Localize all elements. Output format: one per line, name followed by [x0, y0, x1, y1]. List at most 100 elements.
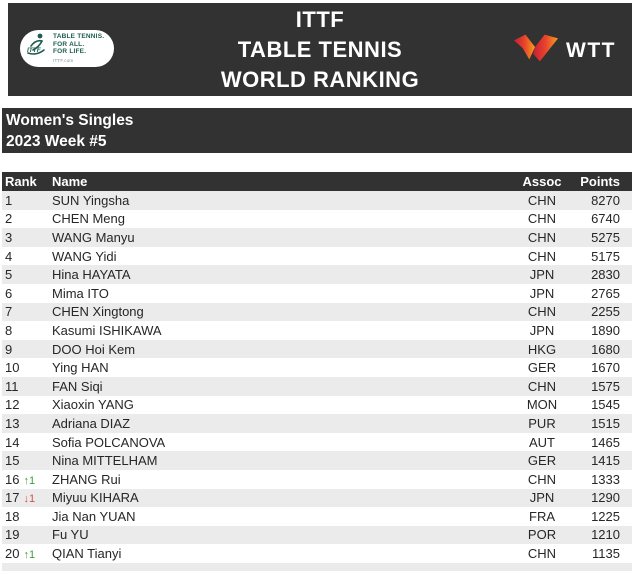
points-value: 1670 — [591, 360, 620, 376]
player-name: QIAN Tianyi — [52, 546, 122, 562]
association-code: CHN — [527, 304, 557, 320]
player-name: Fu YU — [52, 527, 89, 543]
rank-value: 14 — [5, 434, 20, 450]
table-row: 8 Kasumi ISHIKAWA JPN 1890 — [2, 321, 632, 340]
association-code: CHN — [527, 248, 557, 264]
table-row: 9 DOO Hoi Kem HKG 1680 — [2, 339, 632, 359]
rank-value: 6 — [5, 285, 13, 301]
points-value: 1225 — [591, 508, 620, 524]
association-code: CHN — [527, 471, 557, 487]
points-value: 5175 — [591, 248, 620, 264]
player-name: Nina MITTELHAM — [52, 453, 158, 469]
player-name: Miyuu KIHARA — [52, 490, 139, 506]
rank-change-up-indicator: ↑1 — [23, 549, 36, 562]
association-code: GER — [527, 453, 557, 469]
points-value: 1545 — [591, 397, 620, 413]
ranking-rows: 1 SUN Yingsha CHN 8270 2 CHEN Meng CHN 6740 3 WAN… — [2, 191, 632, 563]
table-row: 10 Ying HAN GER 1670 — [2, 358, 632, 377]
column-header-rank: Rank — [5, 174, 37, 189]
association-code: CHN — [527, 211, 557, 227]
association-code: JPN — [529, 490, 555, 506]
rank-value: 17 — [5, 490, 20, 506]
rank-value: 8 — [5, 322, 13, 338]
player-name: Sofia POLCANOVA — [52, 434, 166, 450]
association-code: GER — [527, 360, 557, 376]
table-header-row: Rank Name Assoc Points — [2, 172, 632, 191]
table-row: 12 Xiaoxin YANG MON 1545 — [2, 395, 632, 415]
points-value: 6740 — [591, 211, 620, 227]
points-value: 1680 — [591, 341, 620, 357]
points-value: 1333 — [591, 471, 620, 487]
table-row: 7 CHEN Xingtong CHN 2255 — [2, 302, 632, 322]
rank-value: 18 — [5, 508, 20, 524]
points-value: 8270 — [591, 192, 620, 208]
table-row: 15 Nina MITTELHAM GER 1415 — [2, 451, 632, 470]
points-value: 2255 — [591, 304, 620, 320]
table-row: 20 ↑1 QIAN Tianyi CHN 1135 — [2, 544, 632, 563]
table-row: 19 Fu YU POR 1210 — [2, 525, 632, 545]
rank-value: 1 — [5, 192, 13, 208]
ittf-logo: ITTF TABLE TENNIS. FOR ALL. FOR LIFE. IT… — [20, 30, 114, 67]
rank-value: 16 — [5, 471, 20, 487]
table-row: 11 FAN Siqi CHN 1575 — [2, 376, 632, 396]
wtt-w-icon — [513, 33, 559, 68]
association-code: JPN — [529, 322, 555, 338]
player-name: ZHANG Rui — [52, 471, 121, 487]
player-name: CHEN Xingtong — [52, 304, 144, 320]
player-name: Ying HAN — [52, 360, 109, 376]
title-line-1: ITTF — [295, 6, 345, 32]
rank-value: 2 — [5, 211, 13, 227]
association-code: FRA — [529, 508, 555, 524]
week-label: 2023 Week #5 — [6, 132, 107, 150]
player-name: Xiaoxin YANG — [52, 397, 134, 413]
points-value: 1415 — [591, 453, 620, 469]
association-code: PUR — [528, 415, 556, 431]
rank-value: 10 — [5, 360, 20, 376]
ittf-slogan-line1: TABLE TENNIS. — [53, 33, 105, 40]
player-name: Kasumi ISHIKAWA — [52, 322, 162, 338]
points-value: 1515 — [591, 415, 620, 431]
rank-value: 3 — [5, 229, 13, 245]
title-line-3: WORLD RANKING — [220, 66, 420, 92]
points-value: 1465 — [591, 434, 620, 450]
ittf-player-icon: ITTF — [25, 32, 49, 65]
points-value: 1890 — [591, 322, 620, 338]
player-name: WANG Yidi — [52, 248, 117, 264]
table-row: 2 CHEN Meng CHN 6740 — [2, 209, 632, 229]
ittf-site-label: ITTF.com — [53, 57, 74, 63]
points-value: 2765 — [591, 285, 620, 301]
player-name: Jia Nan YUAN — [52, 508, 136, 524]
title-line-2: TABLE TENNIS — [237, 36, 403, 62]
association-code: CHN — [527, 546, 557, 562]
rank-value: 7 — [5, 304, 13, 320]
table-row: 17 ↓1 Miyuu KIHARA JPN 1290 — [2, 488, 632, 508]
association-code: JPN — [529, 267, 555, 283]
table-row: 3 WANG Manyu CHN 5275 — [2, 228, 632, 247]
column-header-points: Points — [580, 174, 620, 189]
table-row: 16 ↑1 ZHANG Rui CHN 1333 — [2, 469, 632, 489]
points-value: 2830 — [591, 267, 620, 283]
association-code: MON — [526, 397, 558, 413]
player-name: Mima ITO — [52, 285, 109, 301]
association-code: JPN — [529, 285, 555, 301]
column-header-assoc: Assoc — [522, 174, 562, 189]
page-title: ITTF TABLE TENNIS WORLD RANKING — [8, 5, 632, 95]
table-row: 1 SUN Yingsha CHN 8270 — [2, 191, 632, 210]
rank-value: 12 — [5, 397, 20, 413]
association-code: CHN — [527, 192, 557, 208]
category-label: Women's Singles — [6, 111, 134, 129]
column-header-name: Name — [52, 174, 88, 189]
points-value: 1290 — [591, 490, 620, 506]
table-row: 6 Mima ITO JPN 2765 — [2, 283, 632, 303]
svg-text:ITTF: ITTF — [27, 47, 42, 54]
rank-value: 5 — [5, 267, 13, 283]
player-name: Adriana DIAZ — [52, 415, 131, 431]
points-value: 1210 — [591, 527, 620, 543]
player-name: FAN Siqi — [52, 378, 103, 394]
association-code: POR — [527, 527, 557, 543]
player-name: CHEN Meng — [52, 211, 125, 227]
association-code: AUT — [529, 434, 555, 450]
table-row: 13 Adriana DIAZ PUR 1515 — [2, 414, 632, 433]
points-value: 1575 — [591, 378, 620, 394]
points-value: 5275 — [591, 229, 620, 245]
